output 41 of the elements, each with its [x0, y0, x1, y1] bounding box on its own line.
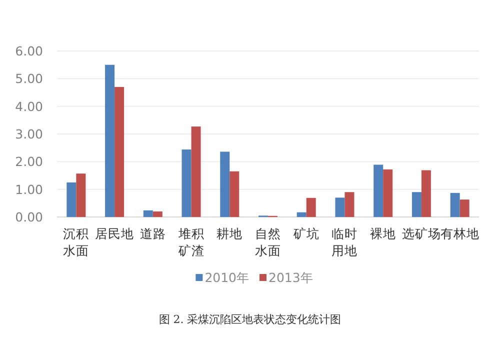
caption: 图 2. 采煤沉陷区地表状态变化统计图 [158, 313, 342, 326]
bar [335, 198, 345, 217]
bar [66, 182, 76, 217]
bar [344, 192, 354, 217]
bar [182, 149, 192, 217]
x-tick-label: 自然水面 [255, 226, 281, 258]
x-tick-label: 裸地 [370, 226, 396, 241]
bar [374, 164, 384, 217]
y-tick-label: 3.00 [15, 126, 44, 142]
legend-label: 2013年 [268, 270, 314, 285]
bar [306, 198, 316, 217]
y-tick-label: 2.00 [15, 154, 44, 170]
legend-label: 2010年 [204, 270, 250, 285]
bar [143, 210, 153, 217]
bar [152, 211, 162, 217]
bar [383, 169, 393, 217]
x-tick-label: 临时用地 [332, 226, 358, 258]
x-tick-label: 堆积矿渣 [177, 226, 204, 258]
x-tick-label: 居民地 [95, 226, 134, 241]
bar [460, 200, 470, 217]
bar [220, 152, 230, 217]
bar [450, 192, 460, 217]
bar [105, 64, 115, 217]
y-tick-label: 5.00 [15, 71, 44, 86]
x-tick-label: 有林地 [440, 226, 480, 241]
x-tick-label: 沉积水面 [63, 226, 90, 258]
y-tick-label: 4.00 [15, 98, 44, 114]
y-tick-label: 1.00 [15, 182, 44, 197]
x-tick-label: 矿坑 [292, 226, 320, 241]
y-tick-label: 6.00 [15, 44, 44, 58]
x-tick-label: 耕地 [216, 226, 243, 241]
bar [296, 212, 306, 217]
bar [76, 174, 86, 217]
bar [114, 86, 124, 217]
bar [421, 170, 431, 217]
y-tick-label: 0.00 [15, 210, 44, 224]
x-tick-label: 道路 [140, 226, 166, 241]
bar [191, 126, 201, 217]
x-tick-label: 选矿场 [402, 226, 441, 241]
bar [230, 171, 240, 217]
bar [412, 192, 422, 217]
